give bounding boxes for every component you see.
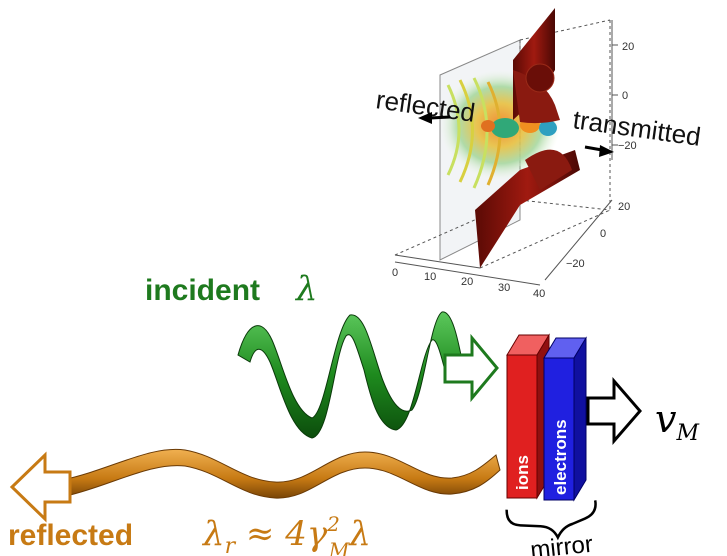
reflected-arrow [9, 451, 72, 523]
x-tick-20: 20 [461, 276, 473, 288]
y-tick-20: 20 [618, 201, 630, 213]
inset-transmitted-arrow [584, 145, 614, 157]
inset-reflected-arrow [418, 112, 451, 124]
formula-approx: ≈ 4γ [235, 514, 328, 554]
ions-slab: ions [506, 333, 550, 500]
formula-lambda: λ [201, 514, 225, 554]
density-sheet-lower [475, 149, 580, 268]
incident-arrow [443, 333, 499, 403]
x-tick-10: 10 [424, 271, 436, 283]
formula-sub-r: r [225, 534, 237, 556]
incident-wave [237, 311, 463, 439]
z-tick-20: 20 [622, 41, 634, 53]
ions-label: ions [513, 455, 532, 490]
formula-sup-2: 2 [326, 512, 340, 536]
y-tick-neg20: −20 [566, 258, 585, 270]
x-tick-0: 0 [392, 267, 398, 279]
y-tick-0: 0 [600, 228, 606, 240]
incident-label: incident [145, 274, 260, 307]
inset-transmitted-label: transmitted [571, 104, 703, 152]
formula-sub-M: M [328, 538, 350, 556]
x-tick-40: 40 [533, 288, 545, 300]
z-tick-0: 0 [622, 90, 628, 102]
z-tick-neg20: −20 [618, 140, 637, 152]
electrons-label: electrons [551, 419, 570, 495]
mirror-brace [505, 500, 597, 541]
velocity-arrow [586, 376, 642, 446]
incident-lambda: λ [294, 269, 318, 309]
reflected-formula: λr ≈ 4γ2 Mλ [201, 512, 371, 556]
mirror: ions electrons vM mirror [505, 333, 699, 556]
velocity-sub-M: M [675, 421, 699, 446]
simulation-inset: reflected transmitted 20 0 −20 0 10 20 3… [374, 8, 703, 300]
formula-tail: λ [347, 514, 371, 554]
density-sheet-upper [513, 8, 560, 124]
x-tick-30: 30 [498, 282, 510, 294]
velocity-label: vM [655, 397, 699, 446]
velocity-v: v [655, 397, 677, 441]
mirror-label: mirror [529, 531, 594, 556]
electrons-slab: electrons [543, 336, 587, 502]
reflected-wave [61, 448, 501, 499]
reflected-label: reflected [8, 519, 133, 552]
